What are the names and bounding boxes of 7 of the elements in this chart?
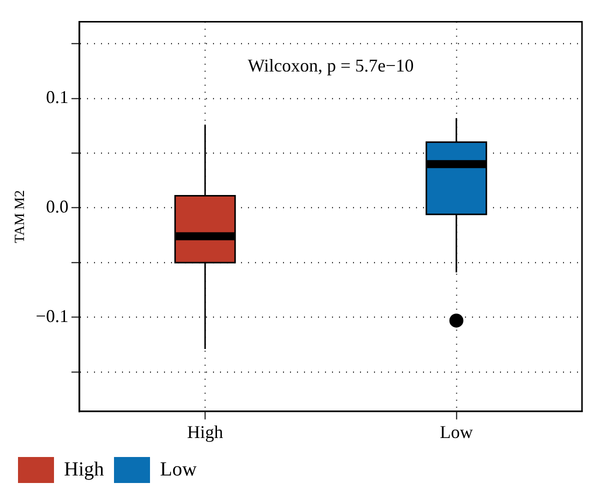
legend-label: High — [64, 458, 104, 480]
legend-label: Low — [160, 458, 198, 480]
y-tick-label: 0.0 — [46, 196, 68, 217]
y-axis-title: TAM M2 — [13, 190, 28, 244]
y-tick-label: −0.1 — [36, 306, 68, 326]
y-tick-label: 0.1 — [46, 87, 68, 108]
annotation: Wilcoxon, p = 5.7e−10 — [248, 56, 414, 76]
